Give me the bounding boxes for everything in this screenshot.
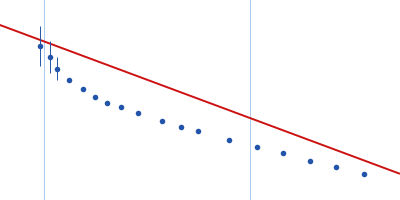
Point [47,56,53,59]
Point [92,96,98,99]
Point [194,130,201,133]
Point [361,173,368,176]
Point [225,138,232,142]
Point [118,106,125,109]
Point [332,166,339,169]
Point [254,146,260,149]
Point [54,67,60,70]
Point [80,87,86,90]
Point [280,151,286,154]
Point [66,78,72,82]
Point [306,160,313,163]
Point [104,101,110,104]
Point [178,126,184,129]
Point [135,111,141,114]
Point [159,120,165,123]
Point [37,44,44,47]
